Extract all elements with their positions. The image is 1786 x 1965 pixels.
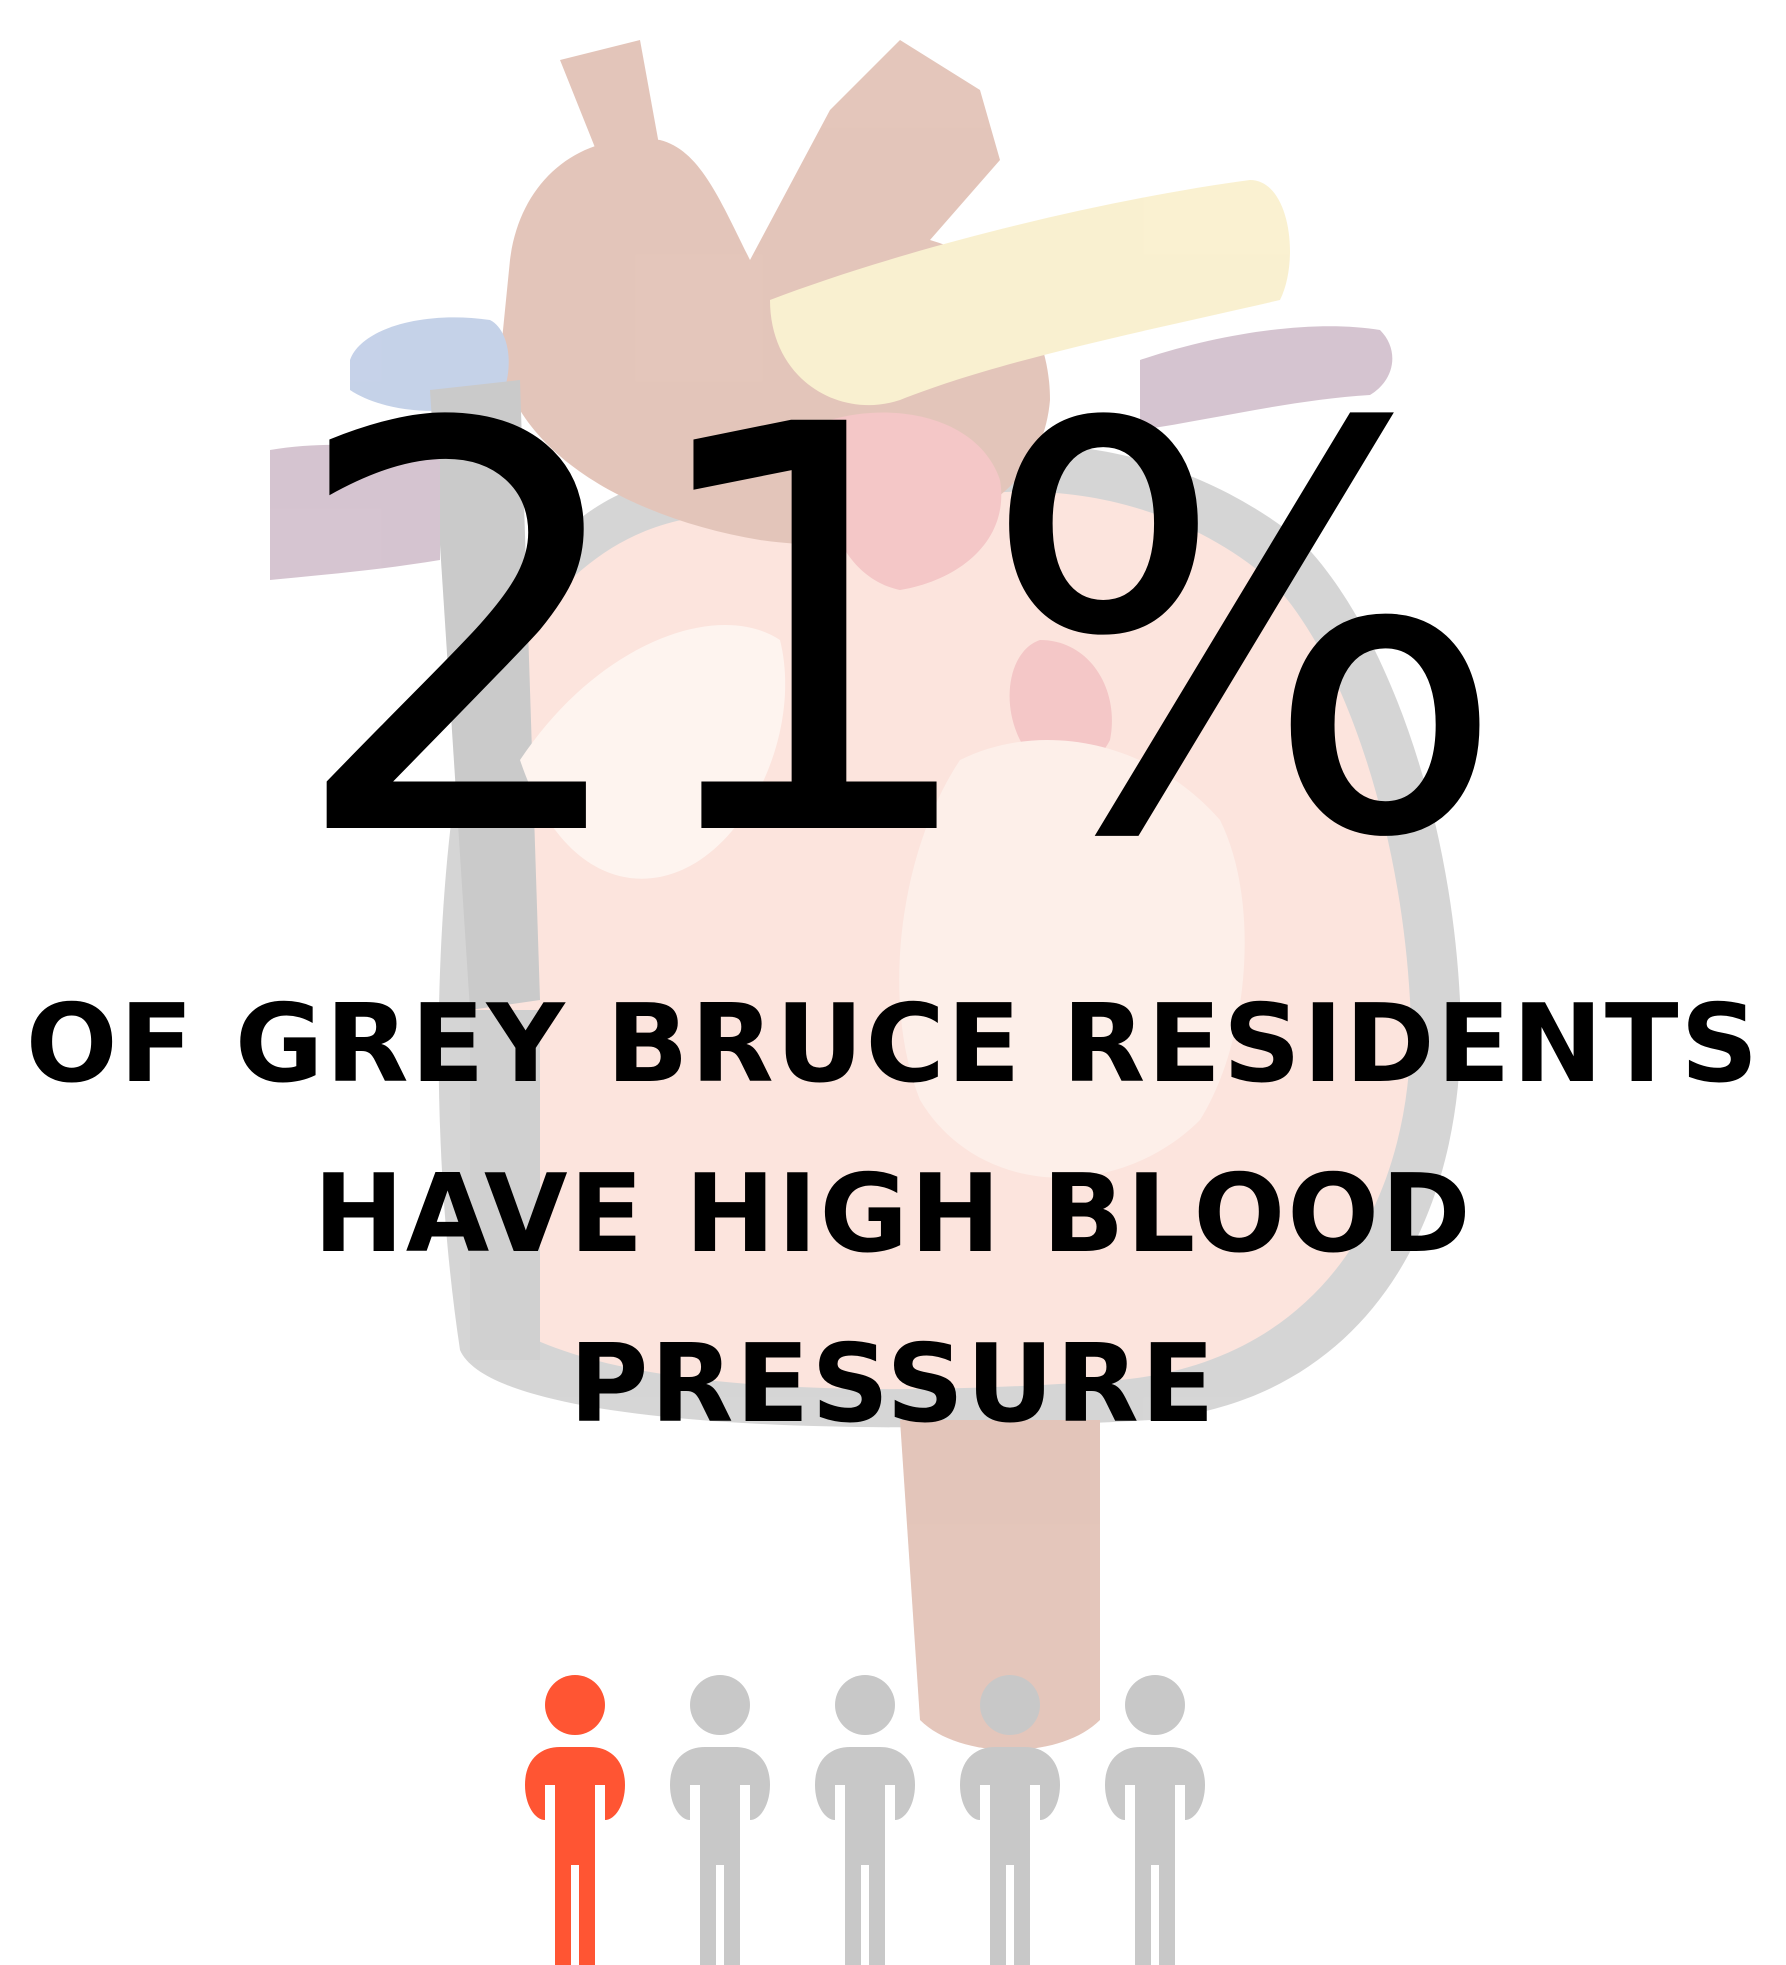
person-icon [670,1675,770,1965]
caption-line: PRESSURE [569,1322,1217,1447]
person-icon [960,1675,1060,1965]
person-icon-highlighted [525,1675,625,1965]
caption-line: OF GREY BRUCE RESIDENTS [25,982,1761,1107]
person-icon [815,1675,915,1965]
person-icon [1105,1675,1205,1965]
headline-percentage: 21% [285,309,1511,961]
person-pictogram-row [525,1675,1205,1965]
caption-line: HAVE HIGH BLOOD [313,1152,1473,1277]
headline-caption: OF GREY BRUCE RESIDENTS HAVE HIGH BLOOD … [0,960,1786,1470]
